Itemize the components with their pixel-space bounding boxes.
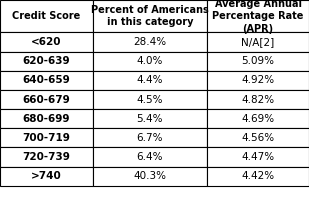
Bar: [207, 52, 309, 71]
Bar: [0, 71, 93, 90]
Text: 4.92%: 4.92%: [241, 75, 275, 85]
Bar: [93, 0, 207, 32]
Text: 5.09%: 5.09%: [242, 56, 274, 66]
Bar: [207, 109, 309, 128]
Text: 700-719: 700-719: [23, 133, 70, 143]
Text: 640-659: 640-659: [23, 75, 70, 85]
Bar: [93, 128, 207, 147]
Text: 4.56%: 4.56%: [241, 133, 275, 143]
Bar: [0, 147, 93, 167]
Text: 660-679: 660-679: [23, 95, 70, 105]
Bar: [0, 0, 93, 32]
Text: 6.4%: 6.4%: [137, 152, 163, 162]
Text: 680-699: 680-699: [23, 114, 70, 124]
Text: <620: <620: [31, 37, 61, 47]
Bar: [0, 90, 93, 109]
Text: Average Annual
Percentage Rate
(APR): Average Annual Percentage Rate (APR): [212, 0, 304, 34]
Bar: [93, 147, 207, 167]
Bar: [0, 167, 93, 186]
Bar: [207, 32, 309, 52]
Text: N/A[2]: N/A[2]: [241, 37, 275, 47]
Text: 4.69%: 4.69%: [241, 114, 275, 124]
Bar: [207, 128, 309, 147]
Text: 6.7%: 6.7%: [137, 133, 163, 143]
Text: 4.82%: 4.82%: [241, 95, 275, 105]
Text: 28.4%: 28.4%: [133, 37, 167, 47]
Text: >740: >740: [31, 171, 62, 181]
Bar: [93, 32, 207, 52]
Bar: [0, 32, 93, 52]
Text: Percent of Americans
in this category: Percent of Americans in this category: [91, 5, 209, 27]
Bar: [207, 147, 309, 167]
Text: 620-639: 620-639: [23, 56, 70, 66]
Bar: [93, 109, 207, 128]
Bar: [93, 90, 207, 109]
Bar: [0, 109, 93, 128]
Bar: [207, 71, 309, 90]
Bar: [93, 167, 207, 186]
Bar: [0, 52, 93, 71]
Text: Credit Score: Credit Score: [12, 11, 80, 21]
Text: 5.4%: 5.4%: [137, 114, 163, 124]
Text: 4.42%: 4.42%: [241, 171, 275, 181]
Text: 4.0%: 4.0%: [137, 56, 163, 66]
Bar: [93, 71, 207, 90]
Text: 4.47%: 4.47%: [241, 152, 275, 162]
Bar: [207, 0, 309, 32]
Text: 4.5%: 4.5%: [137, 95, 163, 105]
Bar: [207, 90, 309, 109]
Bar: [0, 128, 93, 147]
Text: 4.4%: 4.4%: [137, 75, 163, 85]
Text: 40.3%: 40.3%: [133, 171, 166, 181]
Text: 720-739: 720-739: [23, 152, 70, 162]
Bar: [93, 52, 207, 71]
Bar: [207, 167, 309, 186]
